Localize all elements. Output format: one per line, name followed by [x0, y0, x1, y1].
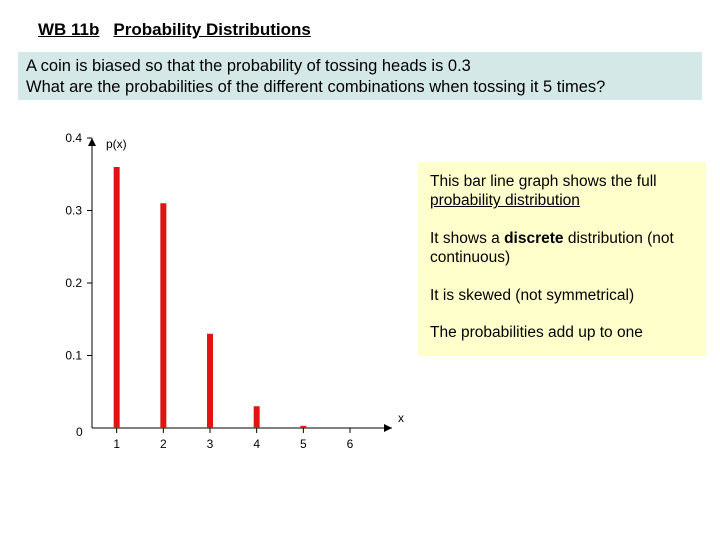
svg-text:6: 6	[347, 437, 354, 451]
page-title: WB 11b Probability Distributions	[38, 20, 311, 40]
svg-text:x: x	[398, 411, 404, 425]
problem-line-2: What are the probabilities of the differ…	[26, 77, 694, 98]
svg-text:0.3: 0.3	[65, 204, 82, 218]
svg-text:0.2: 0.2	[65, 276, 82, 290]
problem-line-1: A coin is biased so that the probability…	[26, 56, 694, 77]
svg-text:3: 3	[207, 437, 214, 451]
svg-text:0.1: 0.1	[65, 349, 82, 363]
info-p4: The probabilities add up to one	[430, 323, 694, 342]
problem-statement: A coin is biased so that the probability…	[18, 52, 702, 100]
svg-text:0.4: 0.4	[65, 131, 82, 145]
probability-bar-chart: 0.1 0.2 0.3 0.4 1 2 3 4 5 6 x p(x) 0	[40, 118, 410, 458]
svg-text:5: 5	[300, 437, 307, 451]
svg-text:4: 4	[253, 437, 260, 451]
title-code: WB 11b	[38, 20, 99, 39]
info-p2: It shows a discrete distribution (not co…	[430, 229, 694, 268]
svg-text:2: 2	[160, 437, 167, 451]
info-p3: It is skewed (not symmetrical)	[430, 286, 694, 305]
svg-text:1: 1	[113, 437, 120, 451]
info-box: This bar line graph shows the full proba…	[418, 162, 706, 356]
title-text: Probability Distributions	[113, 20, 310, 39]
svg-text:0: 0	[76, 425, 83, 439]
info-p1: This bar line graph shows the full proba…	[430, 172, 694, 211]
svg-text:p(x): p(x)	[106, 137, 127, 151]
